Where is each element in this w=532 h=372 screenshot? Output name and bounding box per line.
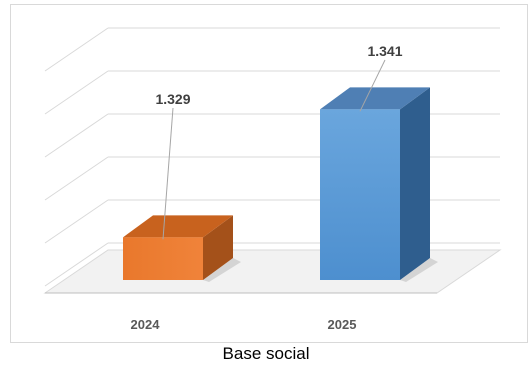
data-label: 1.341 — [367, 43, 402, 59]
bars — [123, 87, 438, 282]
x-tick-label: 2025 — [328, 317, 357, 332]
bar-2025 — [320, 109, 400, 280]
bar-2024 — [123, 237, 203, 280]
x-tick-label: 2024 — [131, 317, 161, 332]
labels: 1.329 2024 1.341 2025 — [131, 43, 403, 332]
gridline-side — [44, 70, 109, 115]
bar-top — [320, 87, 430, 110]
data-label: 1.329 — [155, 91, 190, 107]
gridline-side — [44, 27, 109, 72]
bar-top — [123, 215, 233, 238]
bar-shadow — [400, 258, 438, 282]
gridline-side — [44, 156, 109, 201]
bar-side — [400, 87, 430, 280]
gridline-side — [44, 113, 109, 158]
bar-side — [203, 215, 233, 280]
gridlines — [43, 27, 502, 294]
leader-line — [359, 59, 386, 112]
gridline-side — [44, 242, 109, 287]
bar-shadow — [203, 258, 241, 282]
leader-line — [162, 107, 174, 240]
chart-floor — [43, 249, 502, 294]
gridline-side — [44, 199, 109, 244]
chart-caption: Base social — [222, 344, 310, 363]
